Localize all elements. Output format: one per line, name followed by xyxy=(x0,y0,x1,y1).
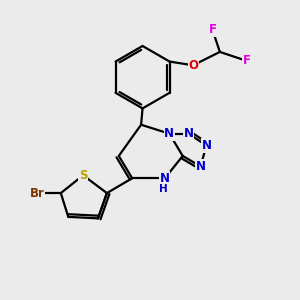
Text: N: N xyxy=(202,139,212,152)
Text: N: N xyxy=(196,160,206,173)
Text: N: N xyxy=(184,127,194,140)
Text: Br: Br xyxy=(30,187,44,200)
Text: F: F xyxy=(208,23,216,36)
Text: N: N xyxy=(160,172,170,185)
Text: O: O xyxy=(188,59,198,72)
Text: F: F xyxy=(243,54,250,67)
Text: S: S xyxy=(79,169,87,182)
Text: N: N xyxy=(164,127,174,140)
Text: H: H xyxy=(159,184,168,194)
